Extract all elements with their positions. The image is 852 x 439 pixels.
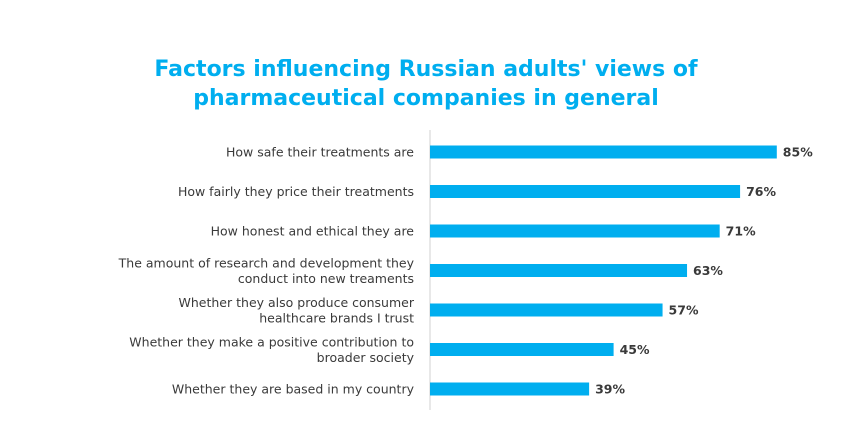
chart-title: Factors influencing Russian adults' view… (0, 55, 852, 113)
bar-6 (430, 343, 614, 356)
category-label-4-line-1: The amount of research and development t… (118, 255, 415, 270)
value-label-1: 85% (783, 145, 813, 160)
value-label-3: 71% (726, 224, 756, 239)
category-label-5-line-2: healthcare brands I trust (259, 310, 414, 325)
bar-1 (430, 145, 777, 159)
bar-5 (430, 303, 663, 317)
category-label-5-line-1: Whether they also produce consumer (179, 295, 415, 310)
value-label-7: 39% (595, 382, 625, 397)
category-label-6-line-1: Whether they make a positive contributio… (129, 334, 414, 349)
chart-title-line-2: pharmaceutical companies in general (193, 86, 659, 111)
bar-2 (430, 185, 741, 198)
category-label-1: How safe their treatments are (226, 145, 414, 160)
category-label-3: How honest and ethical they are (211, 224, 415, 239)
category-label-2: How fairly they price their treatments (178, 184, 414, 199)
value-label-2: 76% (746, 184, 776, 199)
chart-title-line-1: Factors influencing Russian adults' view… (154, 57, 698, 82)
value-label-6: 45% (620, 342, 650, 357)
category-label-6-line-2: broader society (317, 350, 415, 365)
category-label-7: Whether they are based in my country (172, 382, 415, 397)
value-label-5: 57% (669, 303, 699, 318)
bar-3 (430, 224, 720, 238)
bar-4 (430, 264, 688, 277)
value-label-4: 63% (693, 263, 723, 278)
bar-7 (430, 382, 590, 396)
category-label-4-line-2: conduct into new treaments (238, 271, 414, 286)
